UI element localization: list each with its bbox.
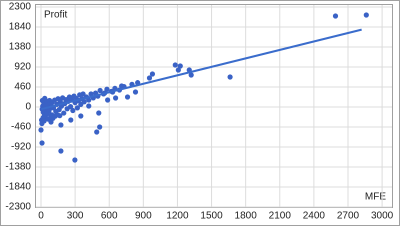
point <box>58 148 64 154</box>
point <box>70 107 76 114</box>
point <box>105 97 111 103</box>
point <box>38 127 44 133</box>
y-tick-label: -920 <box>11 142 31 153</box>
y-tick-label: 0 <box>25 102 31 113</box>
point <box>67 103 74 110</box>
x-tick-label: 600 <box>101 211 118 222</box>
point <box>112 95 119 101</box>
y-tick-label: -460 <box>11 122 31 133</box>
point <box>227 74 233 80</box>
point <box>96 110 102 116</box>
page: {"chart_data": {"type": "scatter", "y_la… <box>0 0 400 226</box>
x-tick-label: 3000 <box>371 211 394 222</box>
x-tick-label: 1200 <box>166 211 189 222</box>
point <box>146 75 153 81</box>
trend-line <box>40 28 362 111</box>
point <box>74 105 80 111</box>
point <box>58 122 64 128</box>
x-tick-label: 900 <box>135 211 152 222</box>
chart: Profit MFE -2300 -1840 -1380 -920 -460 0 460 92… <box>0 0 400 226</box>
point <box>42 95 48 101</box>
point <box>94 129 100 135</box>
y-tick-label: 1840 <box>9 22 32 33</box>
y-tick-label: 2300 <box>9 2 32 13</box>
x-tick-label: 0 <box>38 211 44 222</box>
point <box>68 117 74 123</box>
point <box>124 94 131 100</box>
point <box>81 99 87 105</box>
point <box>57 113 63 119</box>
x-tick-label: 2400 <box>303 211 326 222</box>
point <box>332 13 339 19</box>
x-tick-label: 300 <box>67 211 84 222</box>
point <box>86 97 92 103</box>
y-axis-label: Profit <box>44 10 68 21</box>
y-tick-label: -1840 <box>5 182 31 193</box>
point <box>175 67 181 73</box>
y-tick-label: -2300 <box>5 202 31 213</box>
point <box>88 91 94 97</box>
x-tick-label: 2100 <box>269 211 292 222</box>
point <box>149 71 156 77</box>
point <box>104 86 110 92</box>
point <box>172 62 178 68</box>
point <box>363 12 369 18</box>
y-tick-label: 1380 <box>9 42 32 53</box>
x-tick-label: 2700 <box>337 211 360 222</box>
point <box>80 91 86 97</box>
point <box>86 103 92 109</box>
y-tick-label: 460 <box>14 82 31 93</box>
plot-area <box>35 4 393 208</box>
point <box>39 140 45 146</box>
point <box>97 87 103 94</box>
point <box>61 110 67 116</box>
x-axis-label: MFE <box>365 192 386 203</box>
y-tick-label: 920 <box>14 62 31 73</box>
y-tick-label: -1380 <box>5 162 31 173</box>
point <box>78 113 84 119</box>
point <box>72 157 78 163</box>
point <box>188 72 194 78</box>
x-tick-label: 1500 <box>200 211 223 222</box>
x-tick-label: 1800 <box>235 211 258 222</box>
point <box>177 63 183 69</box>
point <box>41 118 47 124</box>
point <box>132 89 139 95</box>
point <box>97 124 103 130</box>
